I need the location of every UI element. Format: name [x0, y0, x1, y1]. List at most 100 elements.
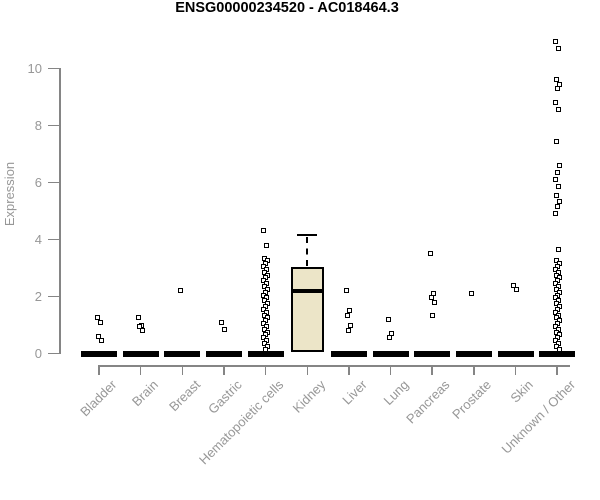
- zero-expression-cluster: [455, 351, 492, 357]
- zero-expression-cluster: [539, 351, 576, 357]
- zero-expression-cluster: [414, 351, 451, 357]
- data-point: [552, 281, 558, 287]
- data-point: [262, 284, 268, 290]
- y-tick-label: 6: [34, 174, 42, 190]
- zero-expression-cluster: [330, 351, 367, 357]
- data-point: [261, 306, 267, 312]
- y-axis-tick: [48, 238, 60, 241]
- x-tick-label: Lung: [380, 377, 412, 409]
- data-point: [553, 315, 559, 321]
- data-point: [98, 338, 104, 344]
- x-tick-label: Gastric: [204, 377, 245, 417]
- data-point: [469, 291, 475, 297]
- data-point: [344, 288, 350, 294]
- data-point: [555, 107, 561, 113]
- x-axis-tick: [348, 366, 350, 375]
- data-point: [553, 192, 559, 198]
- y-axis-line: [59, 68, 61, 354]
- data-point: [554, 204, 560, 210]
- data-point: [348, 322, 354, 328]
- y-tick-label: 2: [34, 288, 42, 304]
- whisker-line: [306, 237, 309, 266]
- data-point: [552, 211, 558, 217]
- data-point: [552, 100, 558, 106]
- x-axis-tick: [514, 366, 517, 375]
- data-point: [428, 295, 434, 301]
- data-point: [261, 321, 267, 327]
- data-point: [262, 255, 268, 261]
- x-axis-tick: [431, 366, 433, 375]
- data-point: [552, 177, 558, 183]
- data-point: [261, 278, 267, 284]
- data-point: [387, 335, 393, 341]
- zero-expression-cluster: [164, 351, 201, 357]
- x-tick-label: Skin: [507, 377, 537, 406]
- y-tick-label: 0: [34, 345, 42, 361]
- data-point: [511, 282, 516, 288]
- zero-expression-cluster: [247, 351, 284, 357]
- x-tick-label: Bladder: [77, 377, 120, 420]
- x-tick-label: Brain: [129, 377, 162, 410]
- y-tick-label: 10: [27, 60, 42, 76]
- x-tick-label: Unknown / Other: [498, 377, 578, 457]
- data-point: [552, 323, 558, 329]
- data-point: [140, 328, 146, 334]
- data-point: [553, 272, 559, 278]
- data-point: [219, 319, 225, 325]
- data-point: [222, 326, 228, 332]
- chart-title: ENSG00000234520 - AC018464.3: [175, 0, 399, 16]
- x-tick-label: Breast: [165, 377, 203, 415]
- data-point: [553, 301, 559, 307]
- x-tick-label: Prostate: [449, 377, 495, 422]
- data-point: [552, 295, 558, 301]
- y-axis-tick: [48, 67, 60, 70]
- x-axis-tick: [98, 366, 100, 375]
- data-point: [427, 251, 433, 257]
- data-point: [552, 38, 558, 44]
- data-point: [553, 138, 559, 144]
- data-point: [261, 335, 267, 341]
- data-point: [262, 341, 268, 347]
- data-point: [553, 329, 559, 335]
- x-axis-tick: [473, 366, 475, 375]
- zero-expression-cluster: [497, 351, 534, 357]
- data-point: [386, 316, 392, 322]
- x-axis-tick: [139, 366, 142, 375]
- data-point: [261, 292, 267, 298]
- x-axis-tick: [181, 366, 184, 375]
- data-point: [136, 315, 142, 321]
- y-tick-label: 8: [34, 117, 42, 133]
- x-tick-label: Kidney: [289, 377, 328, 416]
- data-point: [95, 333, 101, 339]
- zero-expression-cluster: [122, 351, 159, 357]
- data-point: [431, 299, 437, 305]
- data-point: [261, 264, 267, 270]
- data-point: [94, 315, 100, 321]
- data-point: [137, 323, 143, 329]
- box-median-line: [292, 288, 322, 293]
- x-axis-line: [98, 365, 570, 367]
- data-point: [552, 309, 558, 315]
- data-point: [346, 328, 352, 334]
- x-axis-tick: [223, 366, 225, 375]
- data-point: [555, 184, 561, 190]
- y-axis-tick: [48, 124, 60, 127]
- data-point: [262, 298, 268, 304]
- data-point: [262, 312, 268, 318]
- whisker-cap: [297, 234, 318, 237]
- data-point: [556, 198, 562, 204]
- data-point: [555, 46, 561, 52]
- y-axis-tick: [48, 352, 60, 355]
- data-point: [429, 312, 435, 318]
- data-point: [553, 258, 559, 264]
- data-point: [553, 343, 559, 349]
- data-point: [552, 338, 558, 344]
- y-axis-tick: [48, 295, 60, 298]
- data-point: [554, 170, 560, 176]
- box-plot: [290, 266, 324, 353]
- data-point: [262, 269, 268, 275]
- x-axis-tick: [264, 366, 267, 375]
- data-point: [555, 246, 561, 252]
- data-point: [556, 346, 562, 352]
